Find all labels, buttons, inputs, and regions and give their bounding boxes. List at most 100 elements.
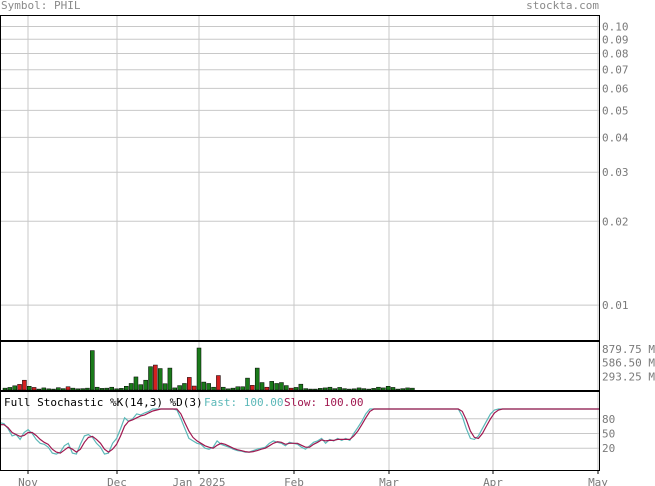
volume-bar — [201, 381, 207, 391]
volume-bar — [143, 379, 148, 391]
x-tick-label: Feb — [284, 476, 304, 486]
volume-bar — [390, 387, 396, 391]
panel-frame — [0, 15, 600, 341]
volume-bar — [351, 388, 357, 391]
volume-bar — [7, 387, 13, 391]
volume-bar — [264, 386, 270, 391]
price-tick-label: 0.08 — [602, 48, 629, 61]
volume-bar — [167, 367, 173, 391]
volume-bar — [148, 366, 153, 391]
volume-bar — [119, 388, 124, 391]
volume-bar — [128, 383, 134, 391]
price-tick-label: 0.05 — [602, 104, 629, 117]
volume-bar — [196, 347, 202, 391]
price-tick-label: 0.02 — [602, 215, 629, 228]
volume-bar — [347, 388, 352, 391]
slow-stochastic-line — [0, 408, 599, 454]
volume-bar — [298, 383, 304, 391]
volume-bar — [410, 387, 415, 391]
volume-bar — [211, 386, 216, 391]
volume-bar — [177, 385, 182, 391]
volume-bar — [221, 386, 226, 391]
volume-bar — [279, 382, 284, 391]
volume-bar — [385, 386, 391, 391]
volume-bar — [274, 383, 279, 391]
stochastic-tick-label: 80 — [602, 413, 615, 426]
volume-bar — [288, 387, 294, 391]
volume-bar — [216, 375, 221, 391]
volume-bar — [395, 388, 401, 391]
volume-bar — [327, 386, 333, 391]
panel-frame — [0, 391, 600, 471]
volume-bar — [31, 387, 37, 391]
fast-stochastic-line — [0, 408, 599, 455]
volume-bar — [308, 388, 313, 391]
volume-bar — [400, 388, 405, 391]
volume-bar — [342, 388, 347, 391]
volume-bar — [284, 385, 289, 391]
volume-bar — [240, 386, 245, 391]
volume-bar — [332, 388, 338, 391]
x-tick-label: May — [588, 476, 608, 486]
price-tick-label: 0.04 — [602, 131, 629, 144]
volume-bar — [293, 387, 299, 391]
volume-bar — [90, 350, 95, 391]
volume-tick-label: 879.75 M — [602, 343, 655, 356]
volume-bar — [259, 382, 265, 391]
volume-bar — [56, 387, 61, 391]
volume-bar — [250, 385, 255, 391]
volume-bar — [356, 387, 362, 391]
volume-bar — [318, 388, 323, 391]
x-axis: Nov Dec Jan 2025 Feb Mar Apr May — [18, 470, 608, 486]
volume-bar — [337, 387, 342, 391]
volume-bar — [225, 388, 231, 391]
stochastic-tick-label: 50 — [602, 428, 615, 441]
volume-bar — [46, 388, 51, 391]
volume-bar — [187, 377, 192, 391]
x-tick-label: Apr — [483, 476, 503, 486]
volume-bar — [322, 387, 328, 391]
volume-bar — [75, 388, 80, 391]
price-tick-label: 0.09 — [602, 33, 629, 46]
stochastic-fast-label: Fast: 100.00 — [204, 396, 283, 409]
site-label: stockta.com — [526, 0, 599, 12]
volume-bar — [157, 368, 163, 391]
volume-bar — [94, 386, 100, 391]
volume-bar — [381, 387, 386, 391]
volume-bar — [235, 386, 241, 391]
volume-bar — [99, 388, 105, 391]
volume-bar — [254, 367, 260, 391]
stochastic-tick-label: 20 — [602, 442, 615, 455]
volume-tick-label: 293.25 M — [602, 370, 655, 383]
volume-bar — [138, 384, 144, 391]
price-tick-label: 0.10 — [602, 21, 629, 34]
volume-bar — [376, 386, 381, 391]
x-tick-label: Dec — [107, 476, 127, 486]
volume-bar — [17, 384, 22, 391]
volume-bar — [153, 364, 158, 391]
stochastic-title: Full Stochastic %K(14,3) %D(3) — [4, 396, 203, 409]
volume-bar — [114, 388, 119, 391]
symbol-label: Symbol: PHIL — [1, 0, 81, 12]
volume-bar — [182, 383, 187, 391]
price-tick-label: 0.03 — [602, 166, 629, 179]
volume-bar — [162, 383, 168, 391]
volume-bar — [22, 379, 27, 391]
x-tick-label: Mar — [379, 476, 399, 486]
volume-bar — [191, 385, 197, 391]
stochastic-slow-label: Slow: 100.00 — [284, 396, 363, 409]
price-panel: 0.100.09 0.08 0.07 0.06 0.05 0.04 0.03 0.02 0.01 — [602, 21, 629, 313]
x-tick-label: Jan 2025 — [173, 476, 226, 486]
volume-bar — [80, 388, 85, 391]
volume-bar — [245, 377, 250, 391]
panel-frames — [0, 15, 600, 471]
volume-bar — [269, 381, 274, 391]
x-tick-label: Nov — [18, 476, 38, 486]
price-tick-label: 0.07 — [602, 64, 629, 77]
volume-bar — [109, 386, 114, 391]
price-tick-label: 0.06 — [602, 82, 629, 95]
volume-tick-label: 586.50 M — [602, 357, 655, 370]
